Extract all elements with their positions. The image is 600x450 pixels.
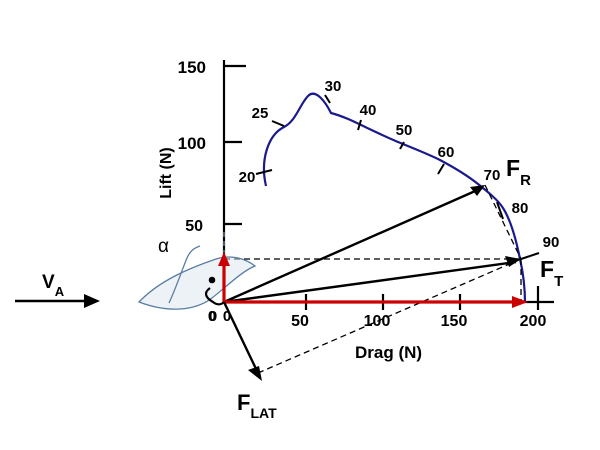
svg-text:150: 150	[441, 313, 468, 330]
svg-text:90: 90	[543, 234, 560, 251]
svg-text:Drag (N): Drag (N)	[355, 343, 422, 362]
svg-text:50: 50	[291, 313, 309, 330]
svg-text:150: 150	[178, 58, 206, 77]
svg-text:VA: VA	[42, 272, 65, 299]
svg-text:50: 50	[185, 218, 203, 235]
svg-text:200: 200	[520, 313, 547, 330]
svg-text:100: 100	[364, 313, 391, 330]
svg-text:0: 0	[208, 308, 216, 325]
svg-text:60: 60	[438, 144, 455, 161]
svg-text:40: 40	[360, 102, 377, 119]
svg-text:Lift (N): Lift (N)	[158, 147, 175, 199]
svg-text:FLAT: FLAT	[237, 390, 277, 421]
svg-text:70: 70	[484, 167, 501, 184]
svg-text:FT: FT	[540, 256, 563, 290]
svg-text:0: 0	[223, 308, 231, 325]
svg-text:80: 80	[512, 200, 529, 217]
svg-text:FR: FR	[506, 155, 531, 189]
svg-text:20: 20	[239, 169, 256, 186]
svg-text:α: α	[158, 236, 169, 257]
svg-text:30: 30	[325, 78, 342, 95]
svg-text:25: 25	[252, 105, 269, 122]
svg-text:50: 50	[396, 122, 413, 139]
svg-text:100: 100	[178, 134, 206, 153]
